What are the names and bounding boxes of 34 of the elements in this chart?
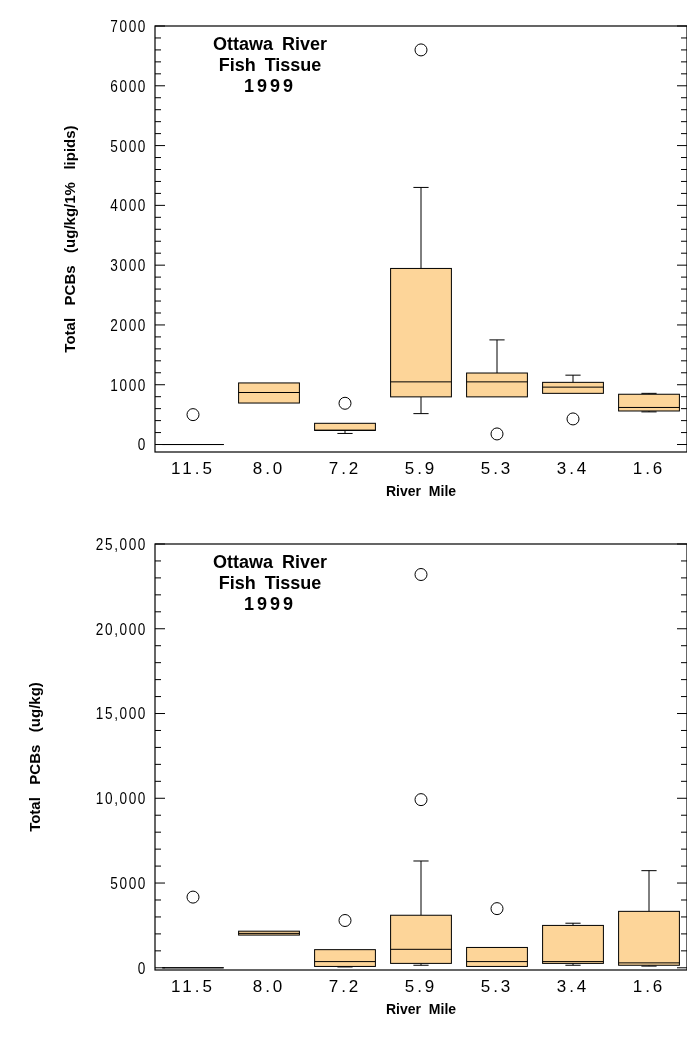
y-tick-label: 3000	[110, 255, 147, 275]
x-tick-label: 5.9	[404, 977, 438, 996]
y-tick-label: 20,000	[95, 619, 147, 639]
x-tick-label: 5.9	[404, 459, 438, 478]
text: Ottawa River Fish Tissue 1999	[212, 552, 328, 614]
y-tick-label: 6000	[110, 76, 147, 96]
x-tick-label: 3.4	[556, 459, 590, 478]
x-tick-label: 5.3	[480, 459, 514, 478]
x-tick-label: 8.0	[252, 459, 286, 478]
x-tick-label: 3.4	[556, 977, 590, 996]
y-tick-label: 7000	[110, 16, 147, 36]
x-tick-label: 1.6	[632, 459, 666, 478]
y-tick-label: 25,000	[95, 534, 147, 554]
x-axis-title: River Mile	[385, 1001, 457, 1017]
x-tick-label: 11.5	[171, 459, 215, 478]
x-tick-label: 1.6	[632, 977, 666, 996]
y-tick-label: 2000	[110, 315, 147, 335]
y-tick-label: 0	[137, 435, 147, 454]
y-tick-label: 5000	[110, 873, 147, 893]
y-tick-label: 15,000	[95, 704, 147, 723]
x-tick-label: 8.0	[252, 977, 286, 996]
y-tick-label: 1000	[110, 375, 147, 394]
y-tick-label: 0	[137, 958, 147, 978]
y-axis-title: Total PCBs (ug/kg)	[26, 682, 43, 832]
x-tick-label: 7.2	[328, 459, 362, 478]
x-tick-label: 7.2	[328, 977, 362, 996]
y-tick-label: 5000	[110, 136, 147, 155]
x-axis-title: River Mile	[385, 483, 457, 499]
x-tick-label: 5.3	[480, 977, 514, 996]
text: Ottawa River Fish Tissue 1999	[212, 34, 328, 96]
y-tick-label: 10,000	[95, 788, 147, 808]
x-tick-label: 11.5	[171, 977, 215, 996]
y-tick-label: 4000	[110, 195, 147, 215]
y-axis-title: Total PCBs (ug/kg/1% lipids)	[61, 125, 78, 353]
